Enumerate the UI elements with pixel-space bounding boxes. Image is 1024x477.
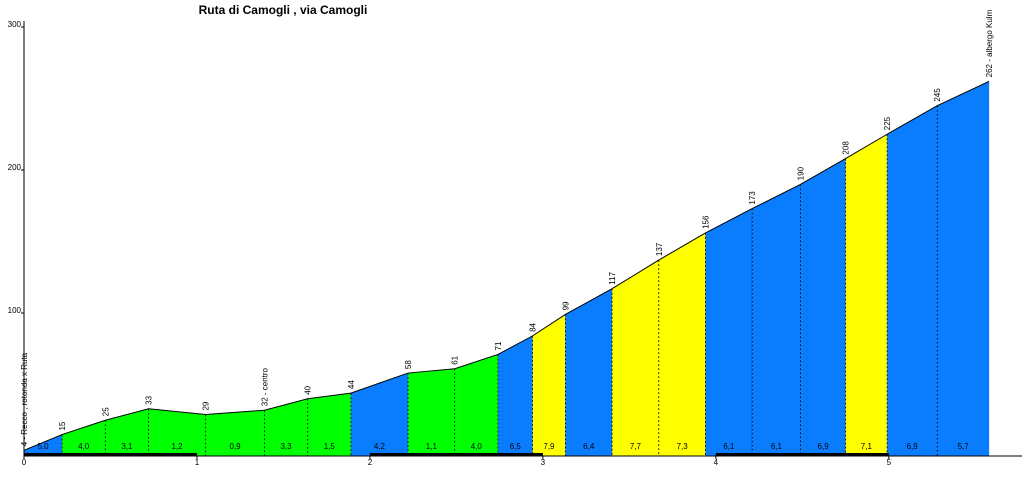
elevation-label: 190 — [797, 166, 806, 180]
grade-label: 3,1 — [121, 442, 133, 451]
elevation-label: 208 — [842, 141, 851, 155]
grade-label: 6,4 — [583, 442, 595, 451]
profile-segment — [887, 105, 938, 457]
grade-label: 3,3 — [280, 442, 292, 451]
x-tick-label: 5 — [887, 458, 892, 467]
elevation-label: 137 — [655, 242, 664, 256]
profile-segment — [105, 408, 149, 456]
profile-segment — [407, 368, 455, 456]
grade-label: 6,1 — [723, 442, 735, 451]
profile-segment — [532, 314, 566, 456]
profile-segment — [62, 420, 106, 456]
grade-label: 6,9 — [818, 442, 830, 451]
elevation-label: 40 — [304, 385, 313, 394]
profile-segment — [937, 81, 990, 456]
elevation-label: 25 — [101, 407, 110, 416]
x-tick-label: 2 — [368, 458, 373, 467]
profile-segment — [24, 434, 63, 456]
grade-label: 6,5 — [510, 442, 522, 451]
profile-segment — [454, 354, 498, 456]
elevation-label: 32 - centro — [260, 367, 269, 406]
grade-label: 7,7 — [630, 442, 642, 451]
x-tick-label: 0 — [22, 458, 27, 467]
grade-label: 6,1 — [771, 442, 783, 451]
profile-segment — [705, 208, 753, 456]
profile-segment — [565, 288, 613, 456]
elevation-label: 117 — [608, 271, 617, 284]
km-strip — [369, 453, 543, 456]
elevation-label: 29 — [202, 401, 211, 410]
elevation-label: 84 — [529, 322, 538, 331]
grade-label: 5,0 — [37, 442, 49, 451]
grade-label: 1,5 — [324, 442, 336, 451]
x-tick-label: 1 — [195, 458, 200, 467]
x-tick-label: 3 — [541, 458, 546, 467]
elevation-label: 33 — [145, 395, 154, 404]
elevation-label: 225 — [883, 116, 892, 130]
profile-segment — [752, 184, 801, 457]
profile-segment — [307, 393, 351, 456]
profile-segment — [612, 260, 659, 456]
elevation-label: 15 — [58, 421, 67, 430]
profile-line — [23, 80, 990, 451]
elevation-label: 61 — [451, 355, 460, 364]
grade-label: 7,3 — [677, 442, 689, 451]
elevation-label: 99 — [561, 301, 570, 310]
elevation-label: 58 — [404, 360, 413, 369]
elevation-label: 173 — [748, 191, 757, 205]
km-strip — [715, 453, 889, 456]
grade-label: 1,2 — [172, 442, 184, 451]
grade-label: 6,9 — [907, 442, 919, 451]
grade-label: 4,0 — [471, 442, 483, 451]
x-tick-label: 4 — [714, 458, 719, 467]
y-tick-label: 100 — [8, 306, 22, 315]
elevation-label: 156 — [701, 215, 710, 229]
grade-label: 4,0 — [78, 442, 90, 451]
grade-label: 1,1 — [426, 442, 438, 451]
profile-segment — [800, 158, 846, 456]
grade-label: 7,1 — [861, 442, 873, 451]
elevation-label: 71 — [494, 341, 503, 350]
grade-label: 0,9 — [229, 442, 241, 451]
profile-segment — [497, 335, 533, 456]
elevation-label: 262 - albergo Kulm — [985, 9, 994, 77]
grade-label: 5,7 — [958, 442, 970, 451]
km-strip — [24, 453, 197, 456]
grade-label: 4,2 — [374, 442, 386, 451]
profile-segment — [845, 134, 888, 456]
chart-title: Ruta di Camogli , via Camogli — [199, 3, 368, 17]
elevation-label: 44 — [347, 380, 356, 389]
profile-segment — [148, 408, 206, 456]
profile-segment — [264, 398, 308, 456]
grade-label: 7,9 — [543, 442, 555, 451]
y-tick-label: 200 — [8, 163, 22, 172]
profile-segment — [350, 373, 408, 456]
profile-segment — [658, 232, 706, 456]
profile-segment — [205, 410, 265, 456]
y-tick-label: 300 — [8, 20, 22, 29]
elevation-label: 245 — [933, 88, 942, 102]
